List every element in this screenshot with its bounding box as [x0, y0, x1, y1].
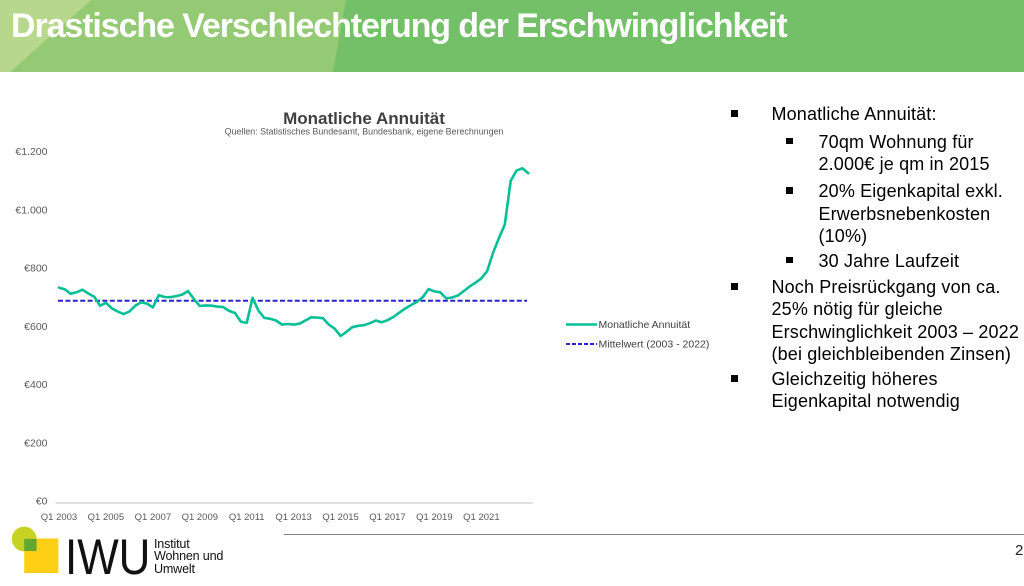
svg-text:Monatliche Annuität: Monatliche Annuität [599, 319, 691, 331]
svg-text:Q1 2019: Q1 2019 [416, 512, 452, 523]
svg-text:Monatliche Annuität: Monatliche Annuität [283, 109, 445, 128]
svg-text:Mittelwert (2003 - 2022): Mittelwert (2003 - 2022) [599, 339, 710, 351]
svg-text:Q1 2021: Q1 2021 [463, 512, 499, 523]
svg-text:Q1 2011: Q1 2011 [229, 512, 265, 523]
svg-text:Q1 2009: Q1 2009 [182, 512, 218, 523]
svg-text:Q1 2015: Q1 2015 [322, 512, 358, 523]
svg-text:€200: €200 [24, 437, 48, 449]
svg-text:Q1 2007: Q1 2007 [135, 512, 171, 523]
svg-text:€400: €400 [24, 379, 48, 391]
svg-text:Q1 2013: Q1 2013 [275, 512, 311, 523]
svg-text:Q1 2005: Q1 2005 [88, 512, 124, 523]
svg-text:€1.200: €1.200 [15, 146, 47, 158]
svg-text:Q1 2017: Q1 2017 [369, 512, 405, 523]
svg-text:€600: €600 [24, 321, 48, 333]
svg-text:Q1 2003: Q1 2003 [41, 512, 77, 523]
svg-text:€1.000: €1.000 [15, 204, 47, 216]
svg-text:€800: €800 [24, 263, 48, 275]
svg-text:Quellen: Statistisches Bundesa: Quellen: Statistisches Bundesamt, Bundes… [225, 127, 504, 137]
svg-text:€0: €0 [36, 496, 48, 508]
